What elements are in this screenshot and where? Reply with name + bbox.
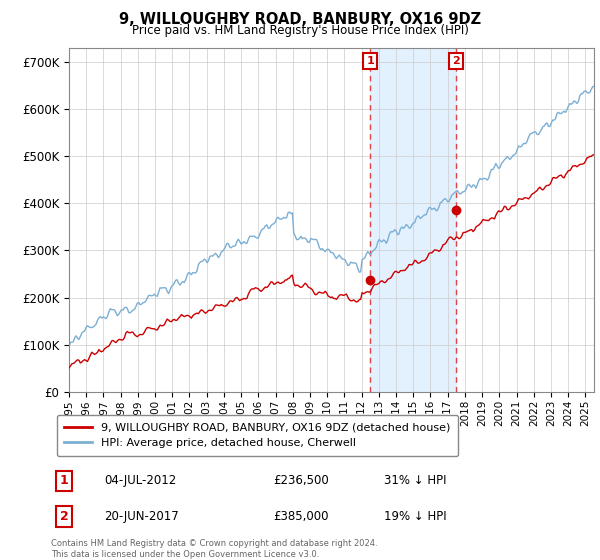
Bar: [370, 48, 456, 392]
Text: £385,000: £385,000: [273, 510, 328, 523]
Text: 2: 2: [452, 56, 460, 66]
Text: 1: 1: [367, 56, 374, 66]
Text: 9, WILLOUGHBY ROAD, BANBURY, OX16 9DZ: 9, WILLOUGHBY ROAD, BANBURY, OX16 9DZ: [119, 12, 481, 27]
Text: 1: 1: [60, 474, 68, 487]
Text: 19% ↓ HPI: 19% ↓ HPI: [383, 510, 446, 523]
Text: 20-JUN-2017: 20-JUN-2017: [104, 510, 179, 523]
Text: 31% ↓ HPI: 31% ↓ HPI: [383, 474, 446, 487]
Text: Contains HM Land Registry data © Crown copyright and database right 2024.
This d: Contains HM Land Registry data © Crown c…: [51, 539, 377, 559]
Text: £236,500: £236,500: [273, 474, 329, 487]
Legend: 9, WILLOUGHBY ROAD, BANBURY, OX16 9DZ (detached house), HPI: Average price, deta: 9, WILLOUGHBY ROAD, BANBURY, OX16 9DZ (d…: [56, 415, 458, 456]
Text: Price paid vs. HM Land Registry's House Price Index (HPI): Price paid vs. HM Land Registry's House …: [131, 24, 469, 36]
Text: 2: 2: [60, 510, 68, 523]
Text: 04-JUL-2012: 04-JUL-2012: [104, 474, 176, 487]
